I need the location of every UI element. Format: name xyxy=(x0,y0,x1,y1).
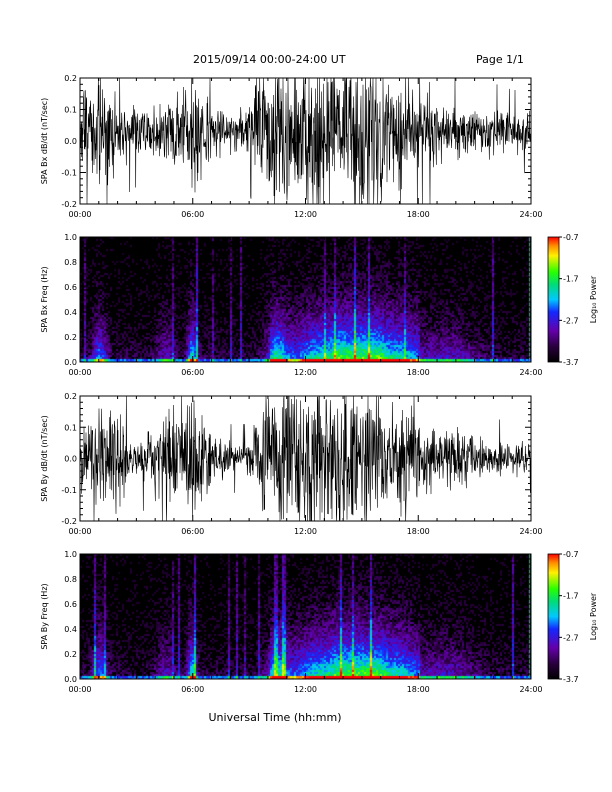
colorbar-tick-label: -0.7 xyxy=(563,233,579,242)
x-tick-label: 06:00 xyxy=(181,527,204,536)
colorbar-tick-label: -0.7 xyxy=(563,550,579,559)
x-tick-label: 24:00 xyxy=(519,527,542,536)
x-tick-label: 12:00 xyxy=(294,210,317,219)
x-tick-label: 18:00 xyxy=(407,685,430,694)
x-tick-label: 12:00 xyxy=(294,527,317,536)
y-tick-label: 0.0 xyxy=(64,455,77,464)
y-tick-label: 0.8 xyxy=(64,258,77,267)
spectrogram-image xyxy=(80,554,531,679)
y-axis-label: SPA Bx Freq (Hz) xyxy=(40,266,49,332)
panel-4: 00:00 06:00 12:00 18:00 24:00 0.0 0.2 0.4 0.6 0.8… xyxy=(40,550,598,694)
y-tick-label: 1.0 xyxy=(64,550,77,559)
x-tick-label: 18:00 xyxy=(407,210,430,219)
y-tick-label: 0.2 xyxy=(64,650,77,659)
x-tick-label: 06:00 xyxy=(181,210,204,219)
x-tick-label: 06:00 xyxy=(181,685,204,694)
x-tick-label: 12:00 xyxy=(294,368,317,377)
spectrogram-canvas xyxy=(80,554,531,679)
colorbar: -0.7 -1.7 -2.7 -3.7 Log₁₀ Power xyxy=(547,233,598,367)
y-tick-label: -0.1 xyxy=(61,486,77,495)
colorbar-tick-label: -2.7 xyxy=(563,316,579,325)
x-axis-label: Universal Time (hh:mm) xyxy=(209,711,342,724)
colorbar-scale xyxy=(547,553,560,680)
spectrogram-image xyxy=(80,237,531,362)
chart-title: 2015/09/14 00:00-24:00 UT xyxy=(193,53,346,66)
y-axis-label: SPA By dB/dt (nT/sec) xyxy=(40,415,49,502)
panel-2: 00:00 06:00 12:00 18:00 24:00 0.0 0.2 0.4 0.6 0.8… xyxy=(40,233,598,377)
colorbar-label: Log₁₀ Power xyxy=(589,275,598,323)
colorbar-scale xyxy=(547,236,560,363)
signal-trace xyxy=(80,78,531,204)
x-tick-label: 00:00 xyxy=(68,685,91,694)
colorbar-label: Log₁₀ Power xyxy=(589,592,598,640)
x-tick-label: 24:00 xyxy=(519,685,542,694)
y-tick-label: -0.2 xyxy=(61,200,77,209)
panel-1: 00:00 06:00 12:00 18:00 24:00 -0.2 -0.1 0.0 0.1 0… xyxy=(40,74,543,219)
y-axis-label: SPA By Freq (Hz) xyxy=(40,583,49,649)
x-tick-label: 24:00 xyxy=(519,368,542,377)
y-tick-label: -0.1 xyxy=(61,169,77,178)
y-tick-label: 0.8 xyxy=(64,575,77,584)
signal-trace xyxy=(80,396,531,521)
x-tick-label: 00:00 xyxy=(68,368,91,377)
panel-3: 00:00 06:00 12:00 18:00 24:00 -0.2 -0.1 0.0 0.1 0… xyxy=(40,392,543,536)
x-tick-label: 12:00 xyxy=(294,685,317,694)
y-tick-label: 0.6 xyxy=(64,283,77,292)
x-tick-label: 18:00 xyxy=(407,368,430,377)
colorbar-tick-label: -3.7 xyxy=(563,675,579,684)
y-tick-label: 0.2 xyxy=(64,333,77,342)
colorbar-tick-label: -2.7 xyxy=(563,633,579,642)
y-axis-label: SPA Bx dB/dt (nT/sec) xyxy=(40,98,49,185)
colorbar-tick-label: -1.7 xyxy=(563,275,579,284)
y-tick-label: 0.0 xyxy=(64,358,77,367)
y-tick-label: 0.4 xyxy=(64,308,77,317)
x-tick-label: 00:00 xyxy=(68,527,91,536)
x-tick-label: 00:00 xyxy=(68,210,91,219)
y-tick-label: 0.4 xyxy=(64,625,77,634)
x-tick-label: 18:00 xyxy=(407,527,430,536)
y-tick-label: 0.1 xyxy=(64,423,77,432)
y-tick-label: 0.1 xyxy=(64,106,77,115)
colorbar: -0.7 -1.7 -2.7 -3.7 Log₁₀ Power xyxy=(547,550,598,684)
x-tick-label: 06:00 xyxy=(181,368,204,377)
y-tick-label: 0.6 xyxy=(64,600,77,609)
y-tick-label: 0.2 xyxy=(64,392,77,401)
y-tick-label: -0.2 xyxy=(61,517,77,526)
y-tick-label: 1.0 xyxy=(64,233,77,242)
y-tick-label: 0.0 xyxy=(64,675,77,684)
page-indicator: Page 1/1 xyxy=(476,53,524,66)
colorbar-tick-label: -3.7 xyxy=(563,358,579,367)
x-tick-label: 24:00 xyxy=(519,210,542,219)
spectrogram-canvas xyxy=(80,237,531,362)
y-tick-label: 0.2 xyxy=(64,74,77,83)
colorbar-tick-label: -1.7 xyxy=(563,592,579,601)
y-tick-label: 0.0 xyxy=(64,137,77,146)
